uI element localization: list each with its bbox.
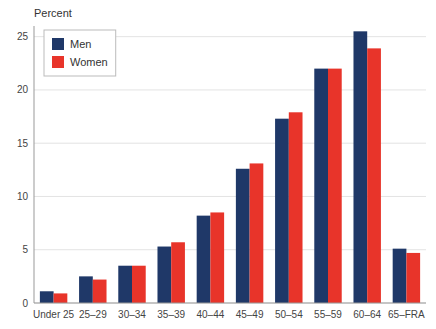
y-tick-label: 15 <box>17 138 29 149</box>
legend: Men Women <box>44 30 116 76</box>
y-axis-line <box>34 26 35 303</box>
legend-label: Men <box>70 38 91 50</box>
grid <box>34 37 426 303</box>
bar <box>236 169 250 303</box>
bar <box>275 119 289 303</box>
bar <box>289 112 303 303</box>
x-tick-label: 30–34 <box>118 309 146 320</box>
legend-label: Women <box>70 56 108 68</box>
bar <box>132 266 146 303</box>
legend-swatch <box>52 38 64 50</box>
legend-box <box>44 30 116 76</box>
bar <box>210 212 224 303</box>
bar <box>40 291 54 303</box>
bar <box>314 69 328 303</box>
y-tick-label: 0 <box>22 298 28 309</box>
x-axis-line <box>34 303 426 304</box>
x-tick-label: 45–49 <box>236 309 264 320</box>
bar <box>54 293 68 303</box>
x-tick-label: 40–44 <box>196 309 224 320</box>
chart-container: 0 5 10 15 20 25 Under 25 25–29 30–34 35–39 40–44 45… <box>0 0 436 329</box>
bar <box>250 163 264 303</box>
bar <box>157 247 171 303</box>
bar <box>197 216 211 303</box>
chart: 0 5 10 15 20 25 Under 25 25–29 30–34 35–39 40–44 45… <box>0 0 436 329</box>
x-tick-label: 60–64 <box>353 309 381 320</box>
bar <box>393 249 407 303</box>
x-tick-label: 65–FRA <box>388 309 425 320</box>
bar <box>93 280 107 303</box>
y-axis-label: Percent <box>34 7 72 19</box>
y-tick-label: 10 <box>17 191 29 202</box>
bar <box>171 242 185 303</box>
x-tick-label: Under 25 <box>33 309 75 320</box>
bar <box>328 69 342 303</box>
bar <box>353 31 367 303</box>
legend-swatch <box>52 56 64 68</box>
x-tick-label: 35–39 <box>157 309 185 320</box>
y-tick-label: 20 <box>17 84 29 95</box>
bar <box>118 266 132 303</box>
grid-line <box>34 303 426 304</box>
bar <box>367 48 381 303</box>
x-tick-label: 55–59 <box>314 309 342 320</box>
y-tick-label: 5 <box>22 244 28 255</box>
x-tick-label: 25–29 <box>79 309 107 320</box>
bar <box>79 276 93 303</box>
y-tick-label: 25 <box>17 31 29 42</box>
bar <box>406 253 420 303</box>
x-tick-label: 50–54 <box>275 309 303 320</box>
